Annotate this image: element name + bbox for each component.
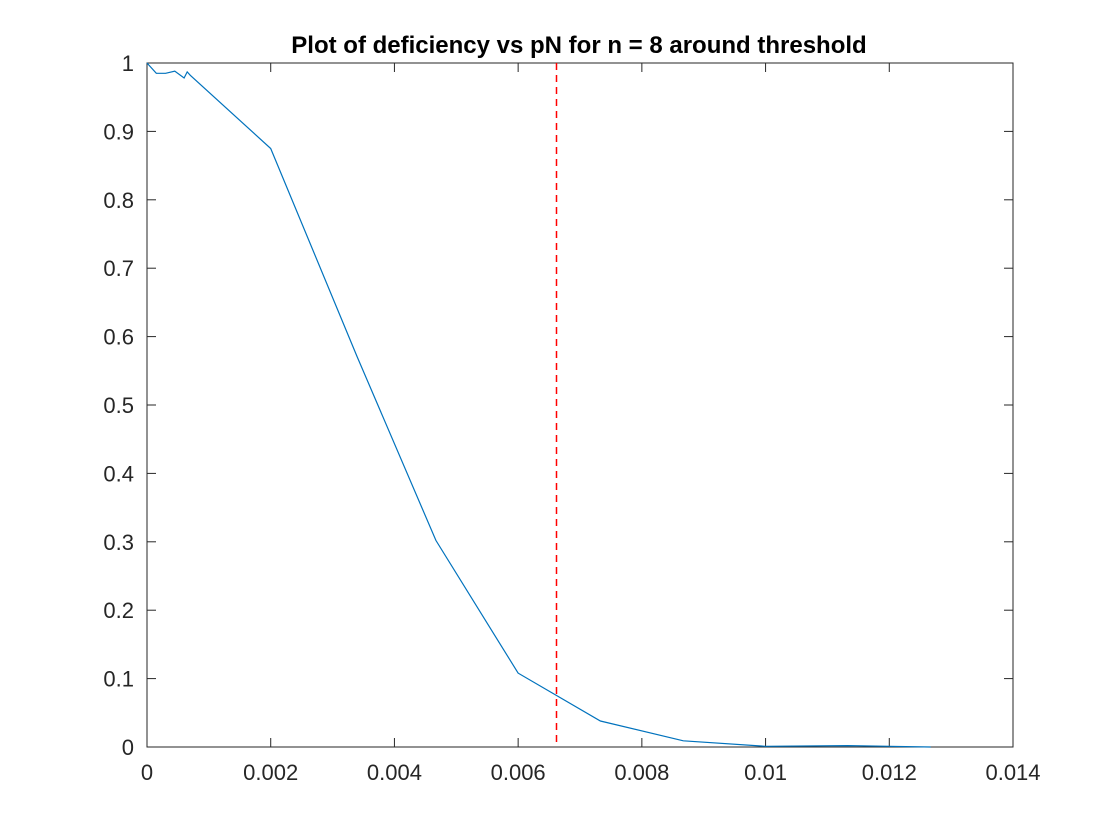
y-tick-label: 0.5: [103, 393, 134, 418]
chart-title: Plot of deficiency vs pN for n = 8 aroun…: [291, 32, 866, 59]
y-tick-label: 0: [122, 735, 134, 760]
x-tick-label: 0.002: [243, 760, 298, 785]
y-tick-label: 0.4: [103, 461, 134, 486]
y-tick-label: 0.7: [103, 256, 134, 281]
x-tick-label: 0.014: [985, 760, 1040, 785]
y-tick-label: 1: [122, 51, 134, 76]
x-tick-label: 0.01: [744, 760, 787, 785]
x-tick-label: 0.006: [491, 760, 546, 785]
x-tick-label: 0: [141, 760, 153, 785]
y-tick-label: 0.8: [103, 188, 134, 213]
x-tick-label: 0.008: [614, 760, 669, 785]
deficiency-series-line: [146, 62, 931, 748]
x-tick-label: 0.012: [862, 760, 917, 785]
y-tick-label: 0.2: [103, 598, 134, 623]
y-tick-label: 0.1: [103, 667, 134, 692]
y-tick-label: 0.3: [103, 530, 134, 555]
x-tick-label: 0.004: [367, 760, 422, 785]
y-tick-label: 0.6: [103, 325, 134, 350]
y-tick-label: 0.9: [103, 119, 134, 144]
plot-area: 0 0.002 0.004 0.006 0.008 0.01 0.012 0.014 0 0.1 0…: [103, 51, 1040, 785]
